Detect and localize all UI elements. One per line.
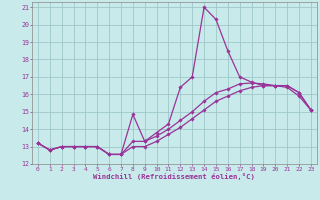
X-axis label: Windchill (Refroidissement éolien,°C): Windchill (Refroidissement éolien,°C) [93, 173, 255, 180]
